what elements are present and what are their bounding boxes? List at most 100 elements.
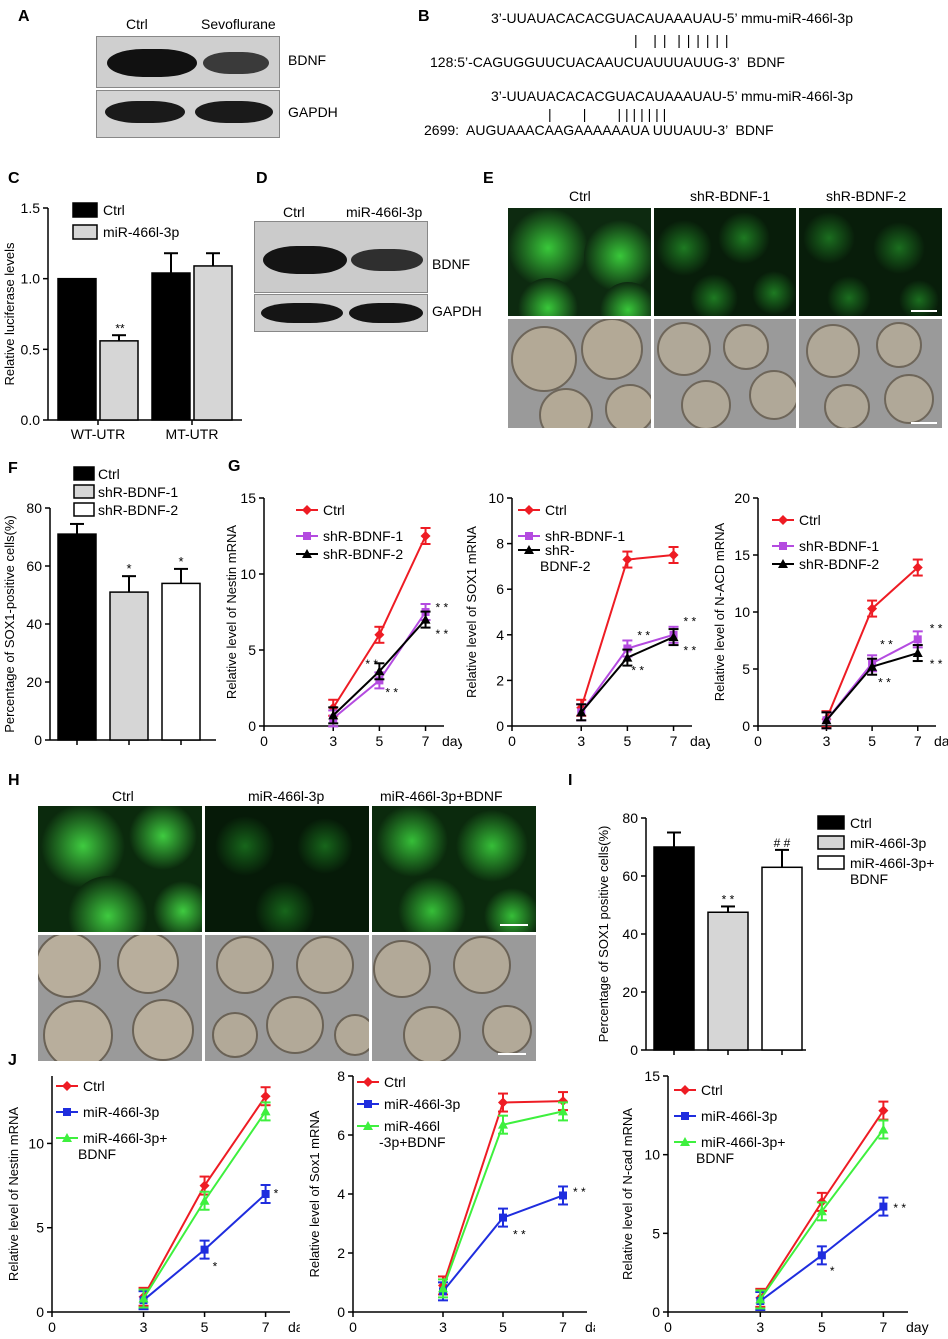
- y-tick-label: 6: [337, 1127, 345, 1143]
- data-point: [867, 661, 878, 671]
- x-tick-label: 5: [623, 733, 631, 749]
- data-point: [499, 1213, 507, 1222]
- y-tick-label: 5: [248, 642, 256, 658]
- significance-label: * *: [637, 628, 650, 642]
- brightfield-image-e-ctrl: [508, 319, 651, 428]
- x-tick-label: 3: [140, 1319, 148, 1335]
- legend-marker: [524, 505, 534, 515]
- data-point: [879, 1202, 888, 1211]
- line-chart-j2: 0 2 4 6 8 0 3 5 7 day Relative level of Sox1 mRNA C…: [307, 1068, 595, 1335]
- significance-label: * *: [893, 1201, 906, 1215]
- y-tick-label: 5: [36, 1220, 44, 1236]
- target-seq-1: 128:5’-CAGUGGUUCUACAAUCUAUUUAUUG-3’ BDNF: [430, 54, 785, 70]
- bar: [151, 272, 191, 421]
- data-point: [199, 1180, 210, 1191]
- legend-label: miR-466l-3p+BDNF: [78, 1130, 167, 1162]
- significance-label: *: [830, 1264, 835, 1278]
- y-axis-label: Percentage of SOX1-positive cells(%): [2, 515, 17, 732]
- legend-marker: [524, 545, 534, 554]
- data-point: [559, 1191, 567, 1200]
- significance-label: *: [274, 1186, 279, 1200]
- data-point: [374, 629, 385, 640]
- x-axis-label: day: [906, 1319, 929, 1335]
- legend-label: Ctrl: [98, 466, 120, 482]
- y-tick-label: 0.5: [21, 341, 41, 357]
- x-tick-label: 5: [818, 1319, 826, 1335]
- y-tick-label: 4: [337, 1186, 345, 1202]
- x-tick-label: 3: [756, 1319, 764, 1335]
- data-point: [623, 644, 632, 653]
- significance-label: * *: [436, 627, 449, 641]
- mirna-seq-1: 3’-UUAUACACACGUACAUAAAUAU-5’ mmu-miR-466…: [491, 10, 853, 26]
- legend-label: Ctrl: [850, 815, 872, 831]
- fluorescence-image-e-sh2: [799, 208, 942, 316]
- data-point: [438, 1283, 448, 1293]
- significance-label: * *: [513, 1227, 526, 1241]
- y-axis-label: Relative level of Nestin mRNA: [224, 525, 239, 699]
- y-axis-label: Percentage of SOX1 positive cells(%): [596, 826, 611, 1043]
- y-tick-label: 5: [742, 661, 750, 677]
- bar: [161, 582, 201, 741]
- legend-label: miR-466l-3p: [83, 1104, 159, 1120]
- y-tick-label: 0: [652, 1304, 660, 1320]
- band: [351, 249, 423, 271]
- legend-marker: [303, 532, 311, 540]
- legend-marker: [363, 1077, 373, 1087]
- pairing-1: | | | | | | | | |: [634, 32, 730, 48]
- target-seq-2: 2699: AUGUAAACAAGAAAAAAUA UUUAUU-3’ BDNF: [424, 122, 774, 138]
- y-tick-label: 2: [496, 672, 504, 688]
- x-tick-label: 5: [201, 1319, 209, 1335]
- bar: [653, 846, 695, 1051]
- x-tick-label: 5: [375, 733, 383, 749]
- x-tick-label: 0: [754, 733, 762, 749]
- y-tick-label: 0: [248, 718, 256, 734]
- brightfield-image-h-mir: [205, 935, 369, 1061]
- significance-label: *: [178, 554, 183, 569]
- brightfield-image-h-mirbdnf: [372, 935, 536, 1061]
- data-point: [375, 676, 384, 685]
- series-line: [442, 1110, 564, 1289]
- legend-label: shR-BDNF-2: [98, 502, 178, 518]
- western-blot-d-gapdh: [254, 294, 428, 332]
- x-axis-label: day: [288, 1319, 300, 1335]
- y-tick-label: 0: [630, 1042, 638, 1058]
- data-point: [374, 666, 385, 676]
- panel-label-i: I: [568, 772, 573, 789]
- panel-label-b: B: [418, 8, 430, 25]
- y-tick-label: 10: [644, 1147, 660, 1163]
- legend-swatch: [817, 815, 845, 830]
- legend-swatch: [73, 466, 95, 481]
- line-chart-g2: 0 2 4 6 8 10 0 3 5 7 day Relative level of SOX1 mRN…: [464, 490, 710, 749]
- blot-a-col-sevo: Sevoflurane: [201, 16, 276, 32]
- legend-label: shR-BDNF-2: [799, 556, 879, 572]
- legend-label: miR-466l-3p: [701, 1108, 777, 1124]
- significance-label: * *: [878, 675, 891, 689]
- significance-label: # #: [774, 836, 791, 850]
- band: [203, 52, 269, 74]
- significance-label: * *: [436, 600, 449, 614]
- micrograph-h-col-mir: miR-466l-3p: [248, 788, 325, 804]
- legend-swatch: [72, 224, 98, 240]
- y-tick-label: 60: [26, 558, 42, 574]
- data-point: [878, 1124, 889, 1134]
- panel-label-j: J: [8, 1052, 17, 1069]
- fluorescence-image-h-ctrl: [38, 806, 202, 932]
- y-tick-label: 15: [734, 547, 750, 563]
- legend-marker: [680, 1085, 690, 1095]
- significance-label: * *: [722, 892, 735, 906]
- x-tick-label: 3: [329, 733, 337, 749]
- x-tick-label: 3: [577, 733, 585, 749]
- legend-label: shR-BDNF-1: [323, 528, 403, 544]
- legend-label: Ctrl: [545, 502, 567, 518]
- panel-label-h: H: [8, 772, 20, 789]
- data-point: [576, 707, 587, 717]
- micrograph-h-col-ctrl: Ctrl: [112, 788, 134, 804]
- significance-label: * *: [930, 657, 943, 671]
- y-tick-label: 80: [26, 500, 42, 516]
- significance-label: * *: [365, 657, 378, 671]
- micrograph-e-col-ctrl: Ctrl: [569, 188, 591, 204]
- pairing-2: | | | | | | | | |: [548, 106, 667, 122]
- y-tick-label: 10: [28, 1135, 44, 1151]
- y-tick-label: 0.0: [21, 412, 41, 428]
- bar: [109, 591, 149, 741]
